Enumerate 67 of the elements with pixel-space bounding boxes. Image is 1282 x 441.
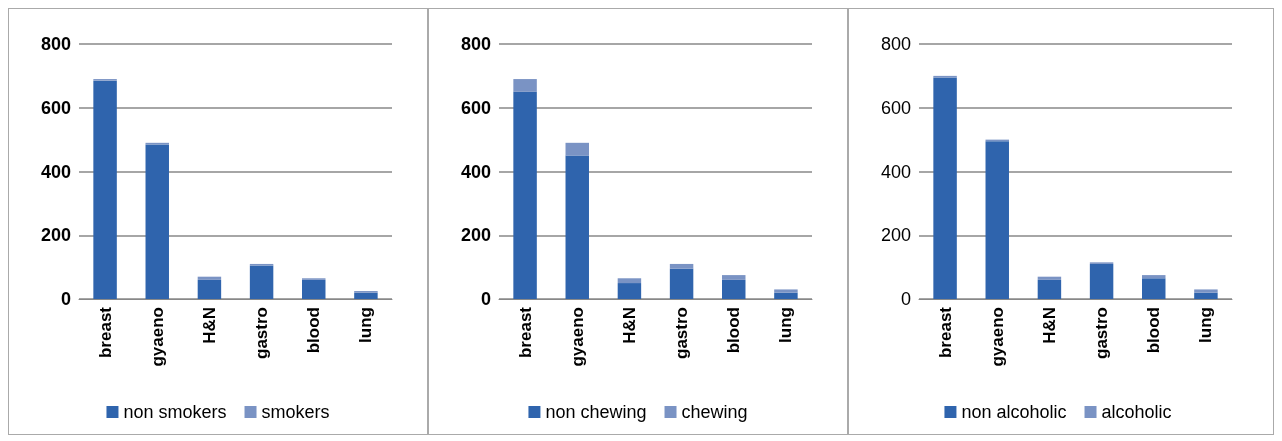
bar: [565, 142, 589, 156]
y-tick-label: 0: [60, 289, 71, 309]
bar: [1037, 276, 1062, 280]
legend-label: non alcoholic: [961, 402, 1067, 422]
x-tick-label: blood: [1144, 307, 1164, 354]
bar: [249, 265, 274, 299]
legend-label: non smokers: [123, 402, 227, 422]
bar: [354, 292, 378, 299]
bar: [774, 292, 798, 299]
y-tick-label: 600: [40, 97, 71, 118]
x-tick-label: H&N: [1039, 307, 1059, 344]
x-tick-label: lung: [776, 307, 796, 343]
bar: [513, 79, 537, 92]
y-tick-label: 200: [880, 225, 911, 246]
bar: [722, 279, 746, 299]
x-tick-label: breast: [935, 306, 955, 359]
y-tick-label: 0: [900, 289, 911, 309]
x-tick-label: gastro: [672, 307, 692, 359]
bar: [93, 80, 117, 299]
bar: [302, 279, 326, 299]
bar: [985, 141, 1009, 299]
y-tick-label: 800: [40, 34, 71, 54]
y-tick-label: 400: [460, 161, 491, 182]
y-tick-label: 400: [880, 161, 911, 182]
bar: [1142, 278, 1166, 299]
bar: [774, 289, 798, 293]
x-tick-label: H&N: [199, 307, 219, 344]
y-tick-label: 600: [880, 97, 911, 118]
bar: [1142, 275, 1166, 279]
x-tick-label: gastro: [252, 307, 272, 359]
x-tick-label: lung: [1196, 307, 1216, 343]
bar: [1089, 263, 1114, 299]
y-tick-label: 400: [40, 161, 71, 182]
bar: [617, 278, 642, 284]
x-tick-label: gyaeno: [567, 307, 587, 367]
bar: [197, 279, 222, 299]
x-tick-label: H&N: [619, 307, 639, 344]
y-tick-label: 600: [460, 97, 491, 118]
bar: [565, 155, 589, 299]
bar: [513, 91, 537, 299]
bar: [145, 144, 169, 299]
x-tick-label: breast: [95, 306, 115, 359]
bar: [722, 275, 746, 280]
bar: [669, 268, 694, 299]
x-tick-label: breast: [515, 306, 535, 359]
bar: [1194, 289, 1218, 293]
bar: [1037, 279, 1062, 299]
bar: [1194, 292, 1218, 299]
y-tick-label: 800: [460, 34, 491, 54]
bar: [617, 283, 642, 299]
x-tick-label: gyaeno: [147, 307, 167, 367]
x-tick-label: gastro: [1092, 307, 1112, 359]
bar: [197, 276, 222, 280]
y-tick-label: 800: [880, 34, 911, 54]
x-tick-label: lung: [356, 307, 376, 343]
legend-label: chewing: [681, 402, 748, 422]
bar: [669, 263, 694, 269]
legend-label: smokers: [261, 402, 330, 422]
legend-label: alcoholic: [1101, 402, 1172, 422]
x-tick-label: blood: [724, 307, 744, 354]
legend-label: non chewing: [545, 402, 647, 422]
y-tick-label: 200: [460, 225, 491, 246]
x-tick-label: blood: [304, 307, 324, 354]
bar: [933, 77, 957, 299]
x-tick-label: gyaeno: [987, 307, 1007, 367]
y-tick-label: 0: [480, 289, 491, 309]
y-tick-label: 200: [40, 225, 71, 246]
